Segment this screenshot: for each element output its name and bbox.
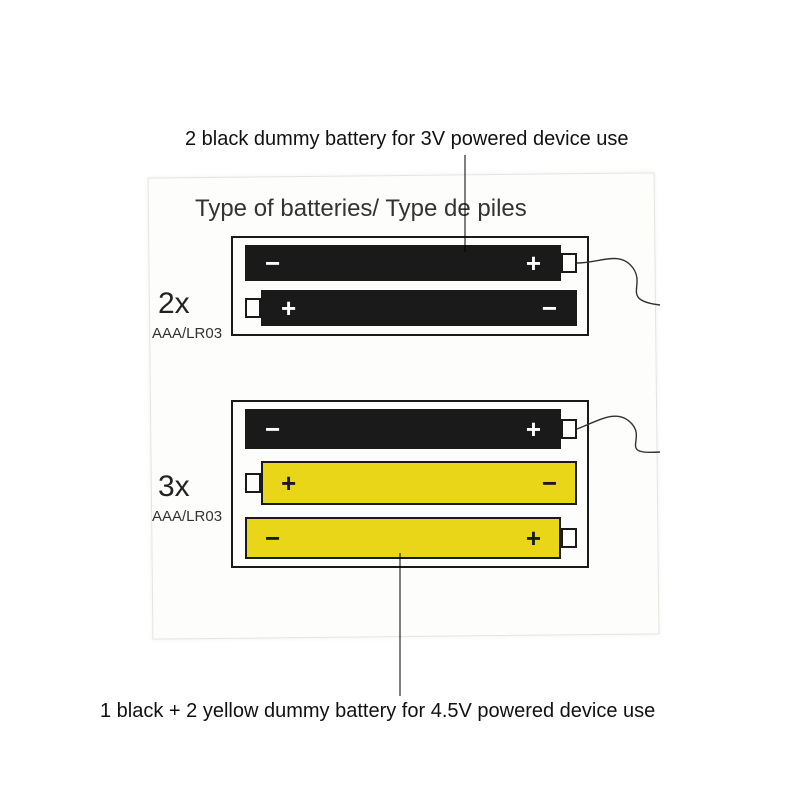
polarity-sign: + <box>526 250 541 276</box>
dummy-battery: +− <box>261 461 577 505</box>
paper-title: Type of batteries/ Type de piles <box>195 195 527 223</box>
battery-terminal-nub <box>561 253 577 273</box>
battery-terminal-nub <box>561 528 577 548</box>
battery-terminal-nub <box>561 419 577 439</box>
polarity-sign: − <box>265 525 280 551</box>
dummy-battery: +− <box>261 290 577 326</box>
polarity-sign: − <box>542 470 557 496</box>
dummy-battery: −+ <box>245 245 561 281</box>
diagram-canvas: Type of batteries/ Type de piles 2x AAA/L… <box>0 0 800 800</box>
dummy-battery: −+ <box>245 409 561 449</box>
polarity-sign: + <box>526 525 541 551</box>
annotation-bottom: 1 black + 2 yellow dummy battery for 4.5… <box>100 700 655 723</box>
polarity-sign: − <box>265 250 280 276</box>
battery-type-label: AAA/LR03 <box>152 325 222 342</box>
polarity-sign: − <box>542 295 557 321</box>
polarity-sign: − <box>265 416 280 442</box>
battery-count-label: 3x <box>158 470 190 504</box>
battery-terminal-nub <box>245 298 261 318</box>
battery-type-label: AAA/LR03 <box>152 508 222 525</box>
dummy-battery: −+ <box>245 517 561 559</box>
annotation-top: 2 black dummy battery for 3V powered dev… <box>185 128 629 151</box>
battery-count-label: 2x <box>158 287 190 321</box>
battery-terminal-nub <box>245 473 261 493</box>
polarity-sign: + <box>281 470 296 496</box>
polarity-sign: + <box>281 295 296 321</box>
polarity-sign: + <box>526 416 541 442</box>
